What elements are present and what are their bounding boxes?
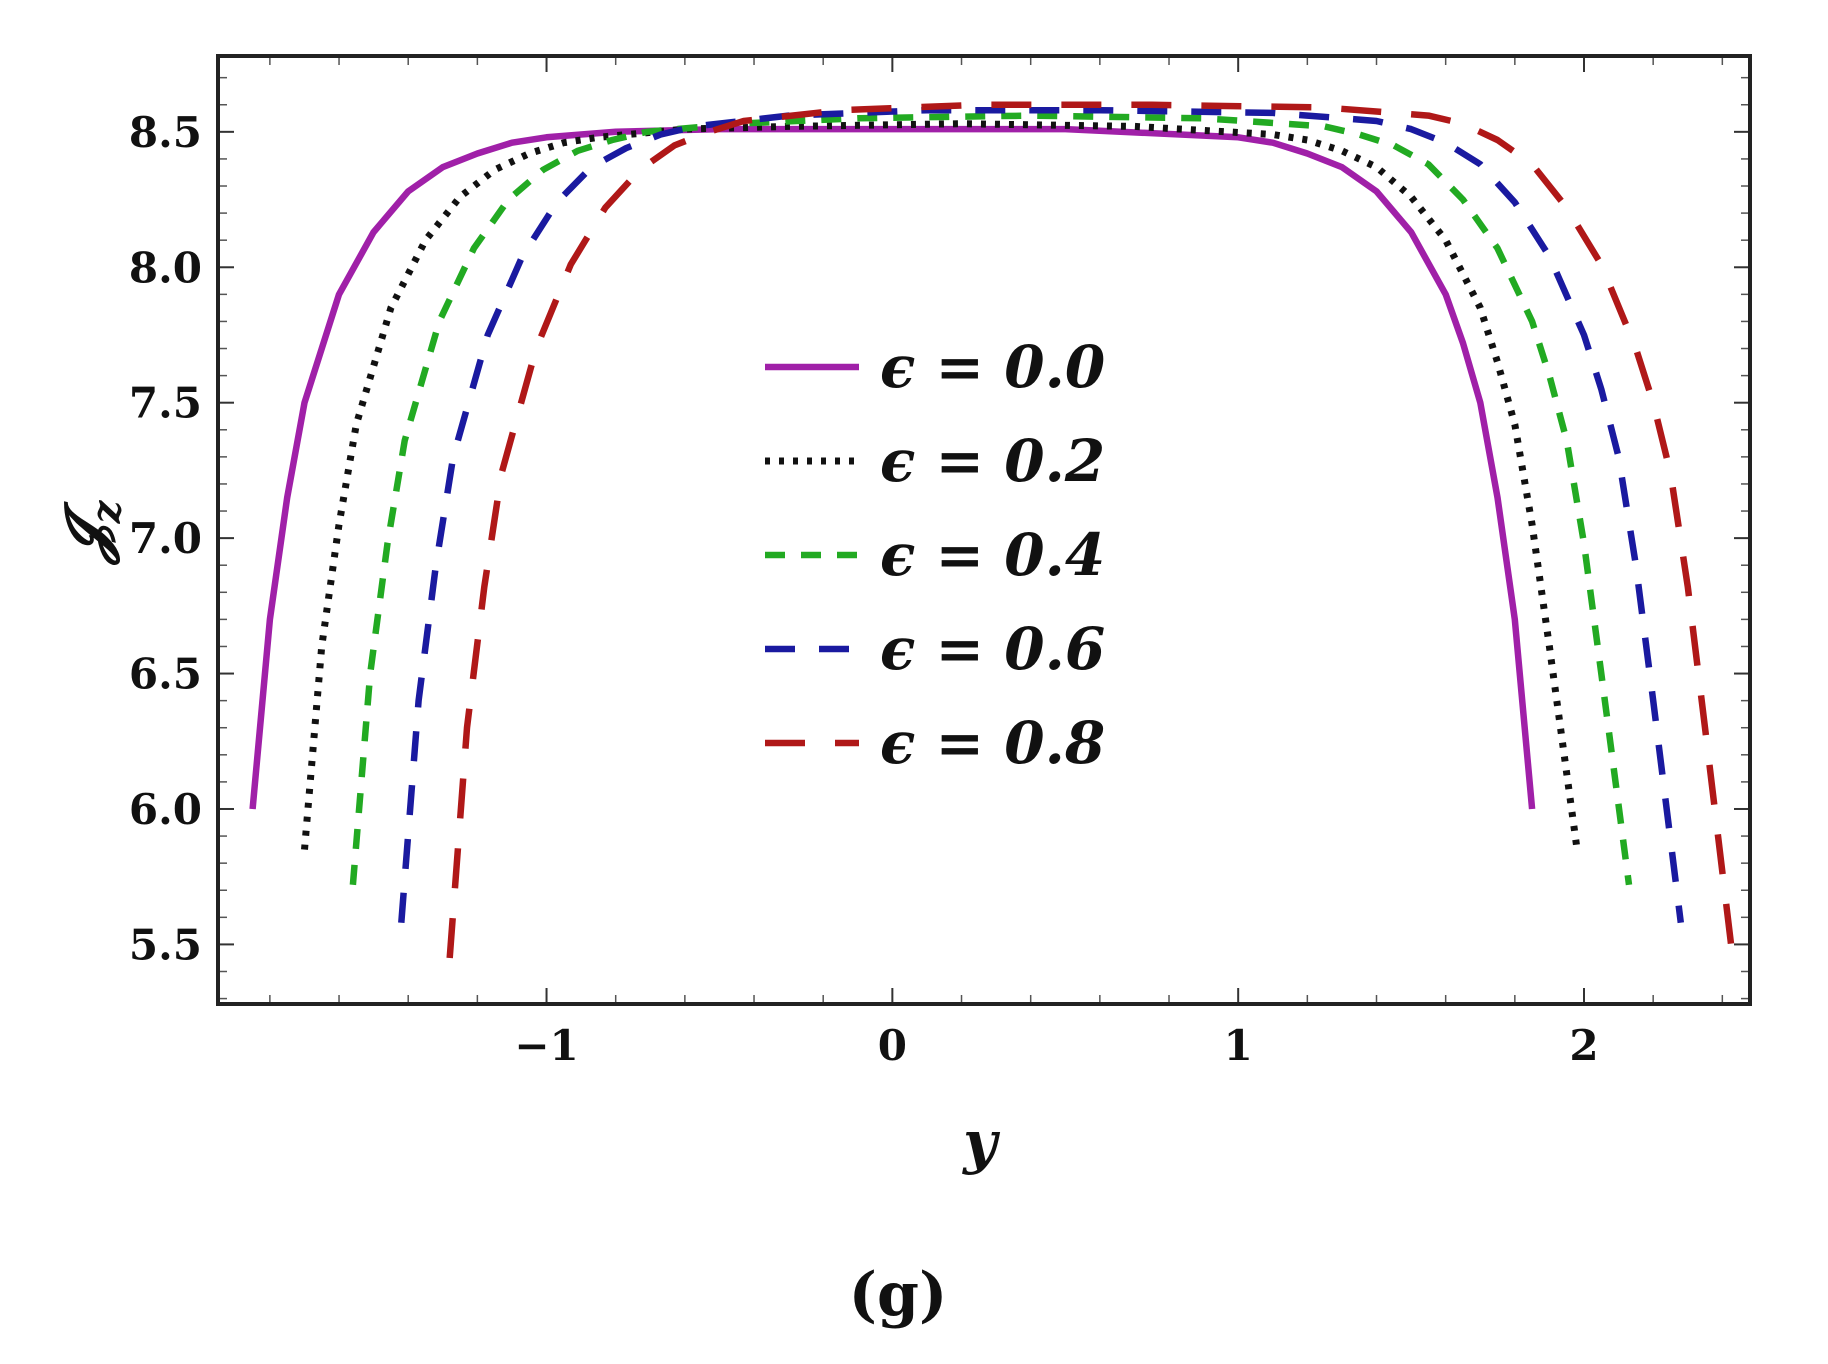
y-axis-title-subscript: z bbox=[83, 499, 130, 524]
y-tick-label: 7.0 bbox=[129, 514, 202, 563]
legend-label-0: ϵ = 0.0 bbox=[880, 333, 1105, 401]
legend-label-1: ϵ = 0.2 bbox=[880, 427, 1105, 495]
x-axis-title: y bbox=[961, 1108, 1001, 1176]
y-tick-label: 7.5 bbox=[129, 379, 202, 428]
plot-frame bbox=[216, 54, 1752, 1006]
series-line-0 bbox=[249, 125, 1536, 810]
series-line-3 bbox=[398, 106, 1685, 924]
x-tick-label: 0 bbox=[878, 1021, 907, 1070]
y-tick-label: 8.0 bbox=[129, 243, 202, 292]
series-line-1 bbox=[301, 120, 1581, 851]
legend: ϵ = 0.0 ϵ = 0.2 ϵ = 0.4 ϵ = 0.6 ϵ = 0.8 bbox=[765, 333, 1105, 777]
legend-label-3: ϵ = 0.6 bbox=[880, 615, 1105, 683]
y-tick-label: 6.0 bbox=[129, 785, 202, 834]
y-tick-label: 5.5 bbox=[129, 920, 202, 969]
y-tick-label: 6.5 bbox=[129, 650, 202, 699]
figure-caption: (g) bbox=[849, 1260, 948, 1330]
series-line-2 bbox=[349, 112, 1633, 886]
series-layer bbox=[249, 101, 1736, 959]
series-line-4 bbox=[446, 101, 1736, 959]
x-tick-label: 2 bbox=[1569, 1021, 1598, 1070]
y-tick-label: 8.5 bbox=[129, 108, 202, 157]
axis-layer: −1 0 1 2 5.5 6.0 6.5 7.0 7.5 8.0 8.5 bbox=[129, 56, 1750, 1070]
x-tick-label: −1 bbox=[514, 1021, 578, 1070]
legend-label-2: ϵ = 0.4 bbox=[880, 521, 1105, 589]
legend-label-4: ϵ = 0.8 bbox=[880, 709, 1105, 777]
x-tick-label: 1 bbox=[1224, 1021, 1253, 1070]
